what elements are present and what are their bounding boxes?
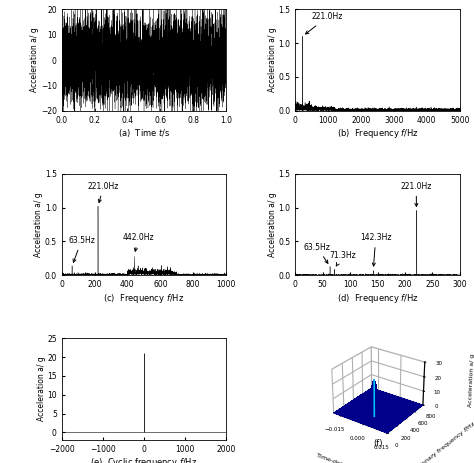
Text: 63.5Hz: 63.5Hz	[303, 243, 330, 263]
X-axis label: (d)  Frequency $f$/Hz: (d) Frequency $f$/Hz	[337, 292, 419, 305]
Y-axis label: Acceleration a/ g: Acceleration a/ g	[268, 192, 277, 257]
X-axis label: Time-delay $\tau$/s: Time-delay $\tau$/s	[314, 450, 361, 463]
Y-axis label: Acceleration a/ g: Acceleration a/ g	[30, 28, 39, 93]
X-axis label: (b)  Frequency $f$/Hz: (b) Frequency $f$/Hz	[337, 127, 419, 140]
Y-axis label: Acceleration a/ g: Acceleration a/ g	[37, 357, 46, 421]
Y-axis label: Acceleration a/ g: Acceleration a/ g	[34, 192, 43, 257]
Text: 442.0Hz: 442.0Hz	[122, 233, 154, 251]
Text: 221.0Hz: 221.0Hz	[401, 181, 432, 206]
Text: 71.3Hz: 71.3Hz	[329, 251, 356, 266]
X-axis label: (a)  Time $t$/s: (a) Time $t$/s	[118, 127, 170, 139]
Text: (f): (f)	[373, 439, 382, 448]
Text: 63.5Hz: 63.5Hz	[68, 236, 95, 262]
Text: 142.3Hz: 142.3Hz	[360, 233, 392, 266]
X-axis label: (e)  Cyclic frequency $f$/Hz: (e) Cyclic frequency $f$/Hz	[90, 457, 198, 463]
X-axis label: (c)  Frequency $f$/Hz: (c) Frequency $f$/Hz	[103, 292, 184, 305]
Y-axis label: Acceleration a/ g: Acceleration a/ g	[268, 28, 277, 93]
Text: 221.0Hz: 221.0Hz	[306, 13, 343, 34]
Y-axis label: Cyclostationary frequency $f$/Hz: Cyclostationary frequency $f$/Hz	[395, 419, 474, 463]
Text: 221.0Hz: 221.0Hz	[88, 181, 119, 202]
